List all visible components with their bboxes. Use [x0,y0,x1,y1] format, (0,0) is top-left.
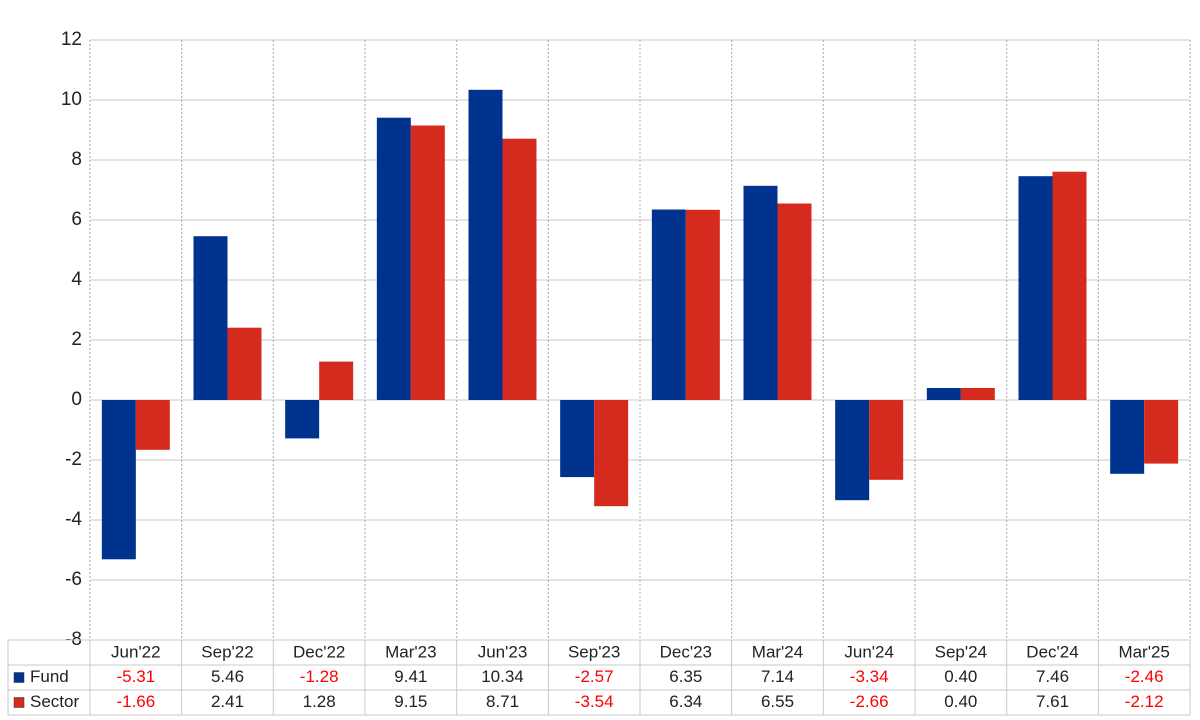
table-value: 6.34 [669,692,702,711]
table-value: -1.66 [116,692,155,711]
y-tick-label: 12 [61,29,82,50]
table-value: -3.34 [850,667,889,686]
bar [319,361,354,400]
bar [135,400,170,450]
y-tick-label: 10 [61,89,82,110]
y-tick-label: -6 [65,569,82,590]
bar [1110,400,1145,474]
bar [193,236,228,400]
x-tick-label: Sep'24 [935,642,987,661]
table-value: 2.41 [211,692,244,711]
legend-label: Fund [30,667,69,686]
bar [651,209,686,400]
y-tick-label: 2 [71,329,82,350]
table-value: -2.57 [575,667,614,686]
table-value: -2.12 [1125,692,1164,711]
table-value: 0.40 [944,692,977,711]
bar [835,400,870,501]
table-value: 8.71 [486,692,519,711]
table-value: 9.15 [394,692,427,711]
bar [1052,171,1087,400]
table-value: 9.41 [394,667,427,686]
legend-label: Sector [30,692,79,711]
bar [502,138,537,400]
x-tick-label: Sep'22 [201,642,253,661]
x-tick-label: Mar'23 [385,642,436,661]
table-value: 1.28 [303,692,336,711]
table-value: -1.28 [300,667,339,686]
x-tick-label: Mar'25 [1118,642,1169,661]
x-tick-label: Dec'24 [1026,642,1078,661]
table-value: 7.46 [1036,667,1069,686]
bar [410,125,445,400]
y-tick-label: 8 [71,149,82,170]
table-value: -2.66 [850,692,889,711]
y-tick-label: 4 [71,269,82,290]
table-value: 10.34 [481,667,524,686]
bar [285,400,320,439]
bar [468,89,503,401]
bar [594,400,629,507]
x-tick-label: Dec'23 [660,642,712,661]
x-tick-label: Jun'24 [844,642,894,661]
table-value: 7.61 [1036,692,1069,711]
y-tick-label: -2 [65,449,82,470]
x-tick-label: Dec'22 [293,642,345,661]
bar [101,400,136,560]
x-tick-label: Jun'23 [478,642,528,661]
bar [227,327,262,400]
legend-swatch [13,697,25,708]
y-tick-label: 6 [71,209,82,230]
bar [743,185,778,400]
x-tick-label: Sep'23 [568,642,620,661]
bar [926,388,961,400]
table-value: 6.55 [761,692,794,711]
table-value: -2.46 [1125,667,1164,686]
table-value: -5.31 [116,667,155,686]
table-value: 7.14 [761,667,794,686]
bar [1018,176,1053,400]
legend-swatch [13,672,25,683]
bar [960,388,995,400]
bar [1144,400,1179,464]
bar [777,203,812,400]
bar [560,400,595,478]
x-tick-label: Jun'22 [111,642,161,661]
table-value: 0.40 [944,667,977,686]
bar [376,117,411,400]
y-tick-label: 0 [71,389,82,410]
table-value: 5.46 [211,667,244,686]
x-tick-label: Mar'24 [752,642,803,661]
table-value: -3.54 [575,692,614,711]
bar [869,400,904,480]
table-value: 6.35 [669,667,702,686]
y-tick-label: -4 [65,509,82,530]
bar [685,209,720,400]
